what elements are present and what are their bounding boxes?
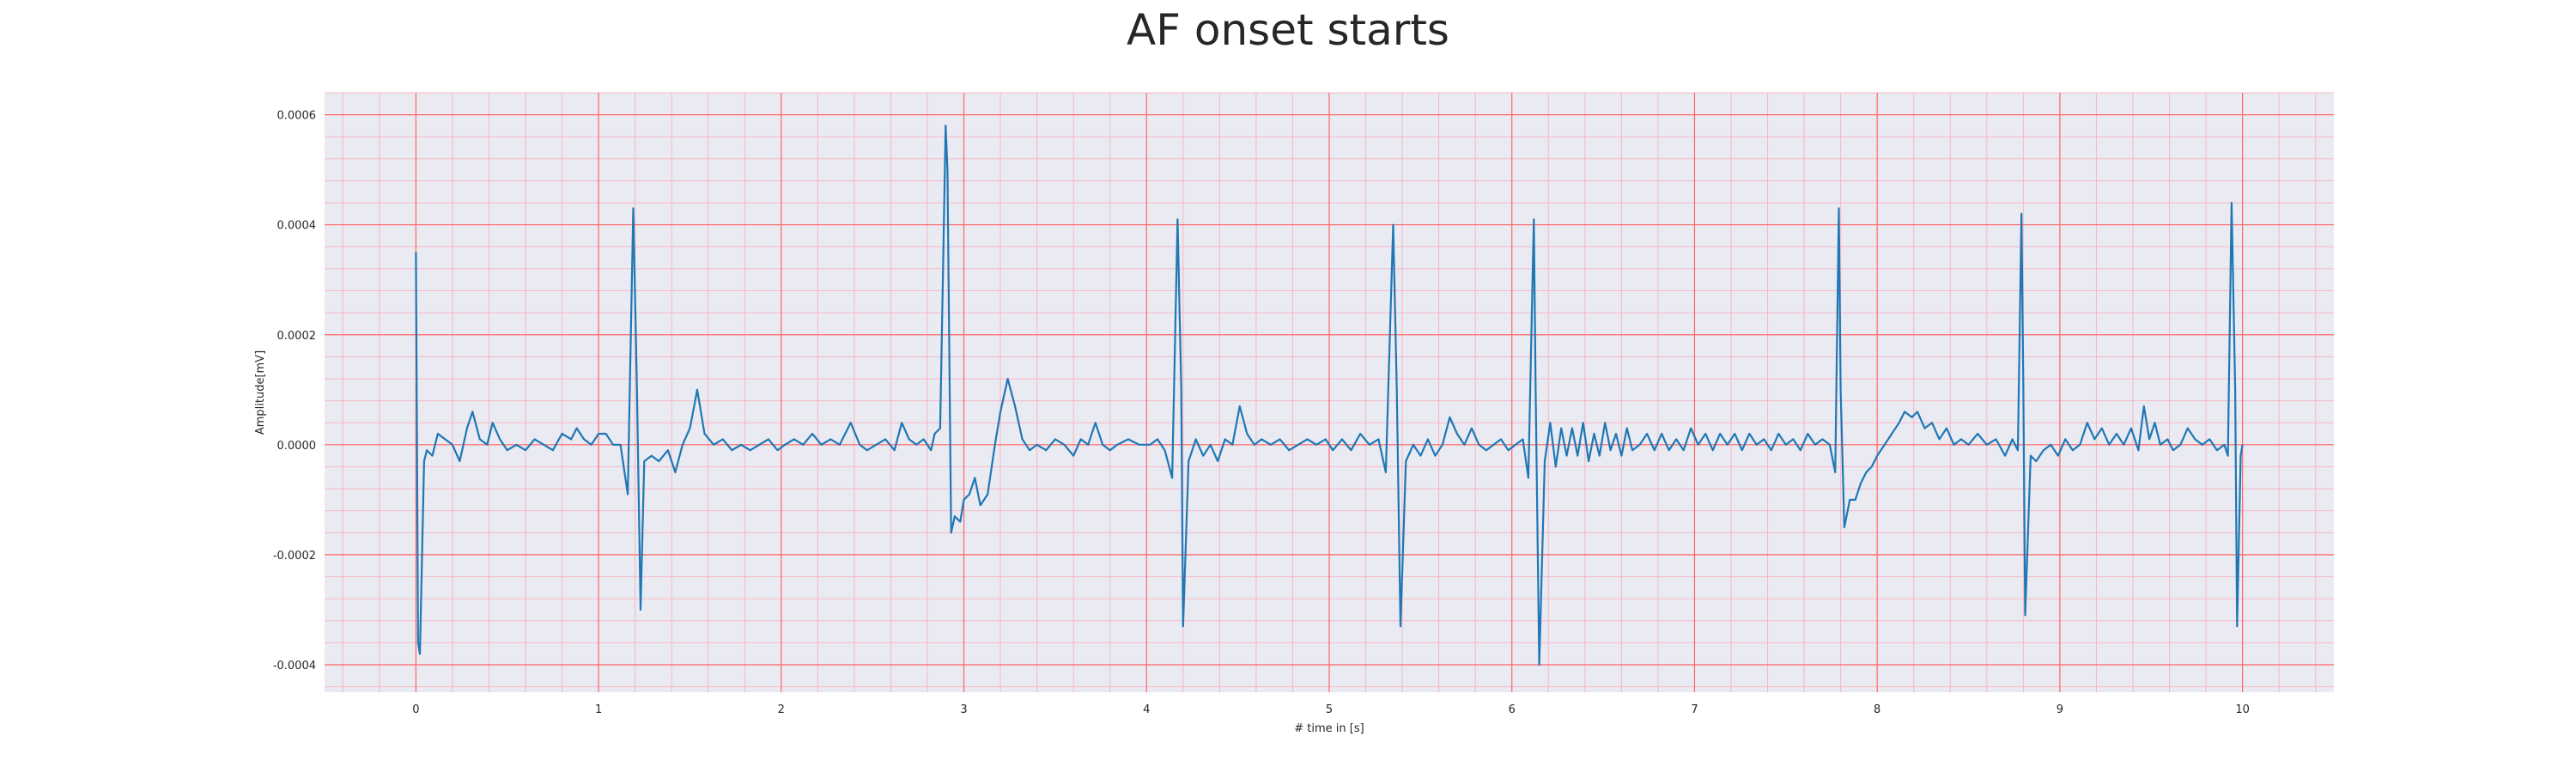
- y-tick-label: -0.0002: [273, 550, 316, 563]
- y-axis-label: Amplitude[mV]: [254, 350, 267, 435]
- y-tick-label: 0.0002: [277, 330, 317, 343]
- x-tick-label: 5: [1326, 703, 1333, 716]
- x-tick-label: 1: [595, 703, 602, 716]
- y-tick-label: 0.0004: [277, 220, 317, 233]
- y-tick-label: 0.0000: [277, 440, 317, 453]
- x-tick-label: 4: [1143, 703, 1150, 716]
- y-tick-label: 0.0006: [277, 110, 317, 123]
- x-tick-label: 6: [1509, 703, 1516, 716]
- chart-title: AF onset starts: [1127, 5, 1449, 55]
- x-tick-label: 9: [2057, 703, 2063, 716]
- x-tick-label: 7: [1691, 703, 1698, 716]
- x-tick-label: 10: [2235, 703, 2250, 716]
- major-grid: [325, 93, 2334, 692]
- x-axis-label: # time in [s]: [1294, 722, 1364, 735]
- x-tick-label: 3: [960, 703, 967, 716]
- x-tick-label: 8: [1874, 703, 1880, 716]
- x-tick-label: 2: [778, 703, 785, 716]
- x-tick-labels: 0 1 2 3 4 5 6 7 8 9 10: [412, 703, 2250, 716]
- ecg-signal-line: [415, 125, 2244, 666]
- y-tick-label: -0.0004: [273, 660, 316, 673]
- x-tick-label: 0: [412, 703, 419, 716]
- y-tick-labels: -0.0004 -0.0002 0.0000 0.0002 0.0004 0.0006: [273, 110, 316, 673]
